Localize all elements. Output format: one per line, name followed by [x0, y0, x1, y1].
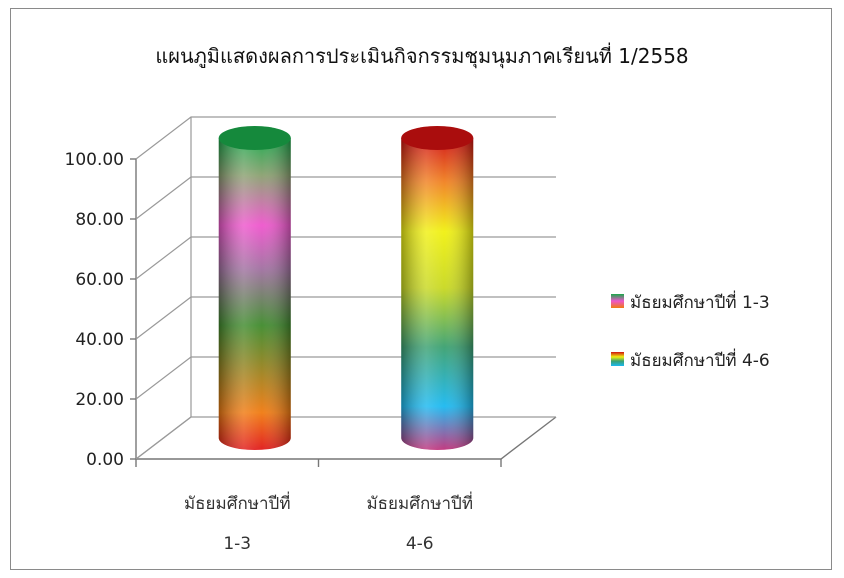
y-tick-label: 100.00: [65, 150, 124, 170]
gridline: [135, 416, 556, 460]
gridlines: [135, 116, 556, 460]
x-category-label: มัธยมศึกษาปีที่: [184, 491, 291, 514]
x-category-label: 4-6: [406, 534, 434, 554]
legend-label-series-1: มัธยมศึกษาปีที่ 1-3: [630, 290, 770, 313]
gridline: [135, 296, 556, 340]
y-tick-label: 0.00: [86, 450, 124, 470]
gridline: [135, 116, 556, 160]
legend-label-series-2: มัธยมศึกษาปีที่ 4-6: [630, 348, 770, 371]
x-axis-labels: มัธยมศึกษาปีที่ 1-3 มัธยมศึกษาปีที่ 4-6: [184, 491, 473, 554]
chart-walls: [135, 117, 557, 460]
y-tick-label: 80.00: [75, 210, 124, 230]
cylinder-top-shade: [401, 126, 474, 150]
bar-series-2: [401, 126, 474, 450]
chart-title: แผนภูมิแสดงผลการประเมินกิจกรรมชุมนุมภาคเ…: [155, 42, 688, 69]
floor-edge: [136, 416, 557, 460]
y-axis-ticks: 0.00 20.00 40.00 60.00 80.00 100.00: [65, 150, 502, 470]
chart-frame: แผนภูมิแสดงผลการประเมินกิจกรรมชุมนุมภาคเ…: [10, 8, 832, 570]
legend-swatch-series-2: [611, 352, 624, 366]
y-tick-label: 20.00: [75, 390, 124, 410]
gridline: [135, 236, 556, 280]
y-tick-label: 60.00: [75, 270, 124, 290]
bars: [218, 126, 474, 450]
cylinder-shading: [218, 138, 291, 450]
legend-swatch-series-1: [611, 294, 624, 308]
cylinder-shading: [401, 138, 474, 450]
bar-series-1: [218, 126, 291, 450]
chart-canvas: แผนภูมิแสดงผลการประเมินกิจกรรมชุมนุมภาคเ…: [65, 42, 770, 554]
x-category-label: 1-3: [223, 534, 251, 554]
legend: มัธยมศึกษาปีที่ 1-3 มัธยมศึกษาปีที่ 4-6: [611, 290, 770, 371]
gridline: [135, 356, 556, 400]
x-category-label: มัธยมศึกษาปีที่: [366, 491, 473, 514]
cylinder-top: [401, 126, 474, 150]
cylinder-top: [218, 126, 291, 150]
gridline: [135, 176, 556, 220]
cylinder-top-shade: [218, 126, 291, 150]
y-tick-label: 40.00: [75, 330, 124, 350]
